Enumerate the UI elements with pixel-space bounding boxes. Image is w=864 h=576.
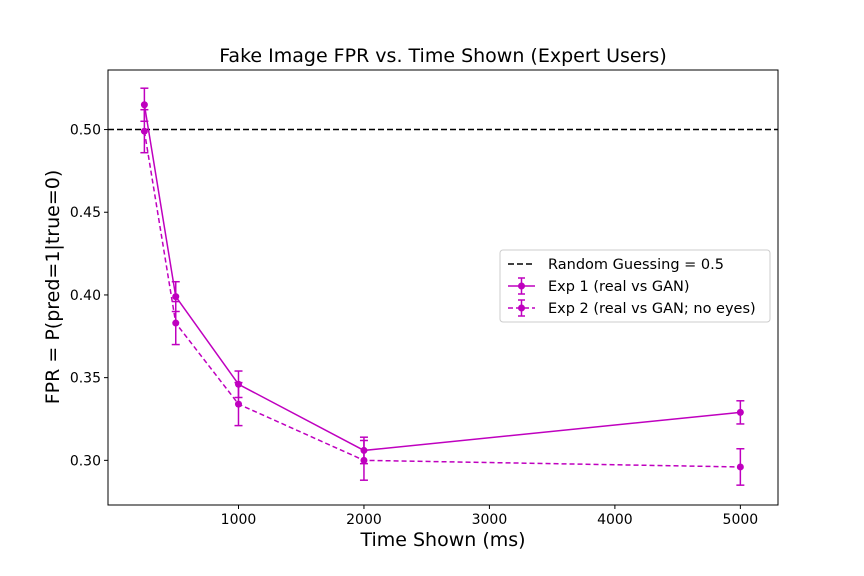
y-tick-label: 0.40 (70, 288, 101, 304)
legend-marker (518, 282, 525, 290)
y-tick-label: 0.50 (70, 123, 101, 139)
legend: Random Guessing = 0.5 Exp 1 (real vs GAN)… (499, 249, 771, 323)
y-tick-label: 0.30 (70, 453, 101, 469)
plot-area (108, 87, 778, 486)
data-point (234, 400, 242, 408)
x-tick-label: 4000 (597, 512, 633, 528)
data-point (140, 127, 148, 135)
data-point (172, 293, 180, 301)
data-point (140, 101, 148, 109)
data-point (360, 456, 368, 464)
x-tick-label: 5000 (723, 512, 759, 528)
x-tick-label: 3000 (472, 512, 508, 528)
legend-box (499, 249, 771, 323)
legend-marker (518, 304, 525, 312)
x-axis-label: Time Shown (ms) (359, 529, 525, 551)
y-axis-label: FPR = P(pred=1|true=0) (42, 170, 64, 405)
x-tick-label: 2000 (346, 512, 382, 528)
x-tick-label: 1000 (221, 512, 257, 528)
data-point (736, 408, 744, 416)
legend-label-3: Exp 2 (real vs GAN; no eyes) (548, 301, 756, 317)
legend-items: Random Guessing = 0.5 Exp 1 (real vs GAN)… (508, 257, 756, 317)
y-tick-label: 0.35 (70, 371, 101, 387)
legend-label-2: Exp 1 (real vs GAN) (548, 279, 690, 295)
data-point (736, 463, 744, 471)
y-axis: 0.30 0.35 0.40 0.45 0.50 (70, 123, 108, 469)
plot-frame (107, 69, 779, 506)
y-tick-label: 0.45 (70, 205, 101, 221)
x-axis: 1000 2000 3000 4000 5000 (221, 505, 759, 528)
data-point (172, 319, 180, 327)
chart-title: Fake Image FPR vs. Time Shown (Expert Us… (219, 45, 667, 67)
legend-label-1: Random Guessing = 0.5 (548, 257, 724, 273)
